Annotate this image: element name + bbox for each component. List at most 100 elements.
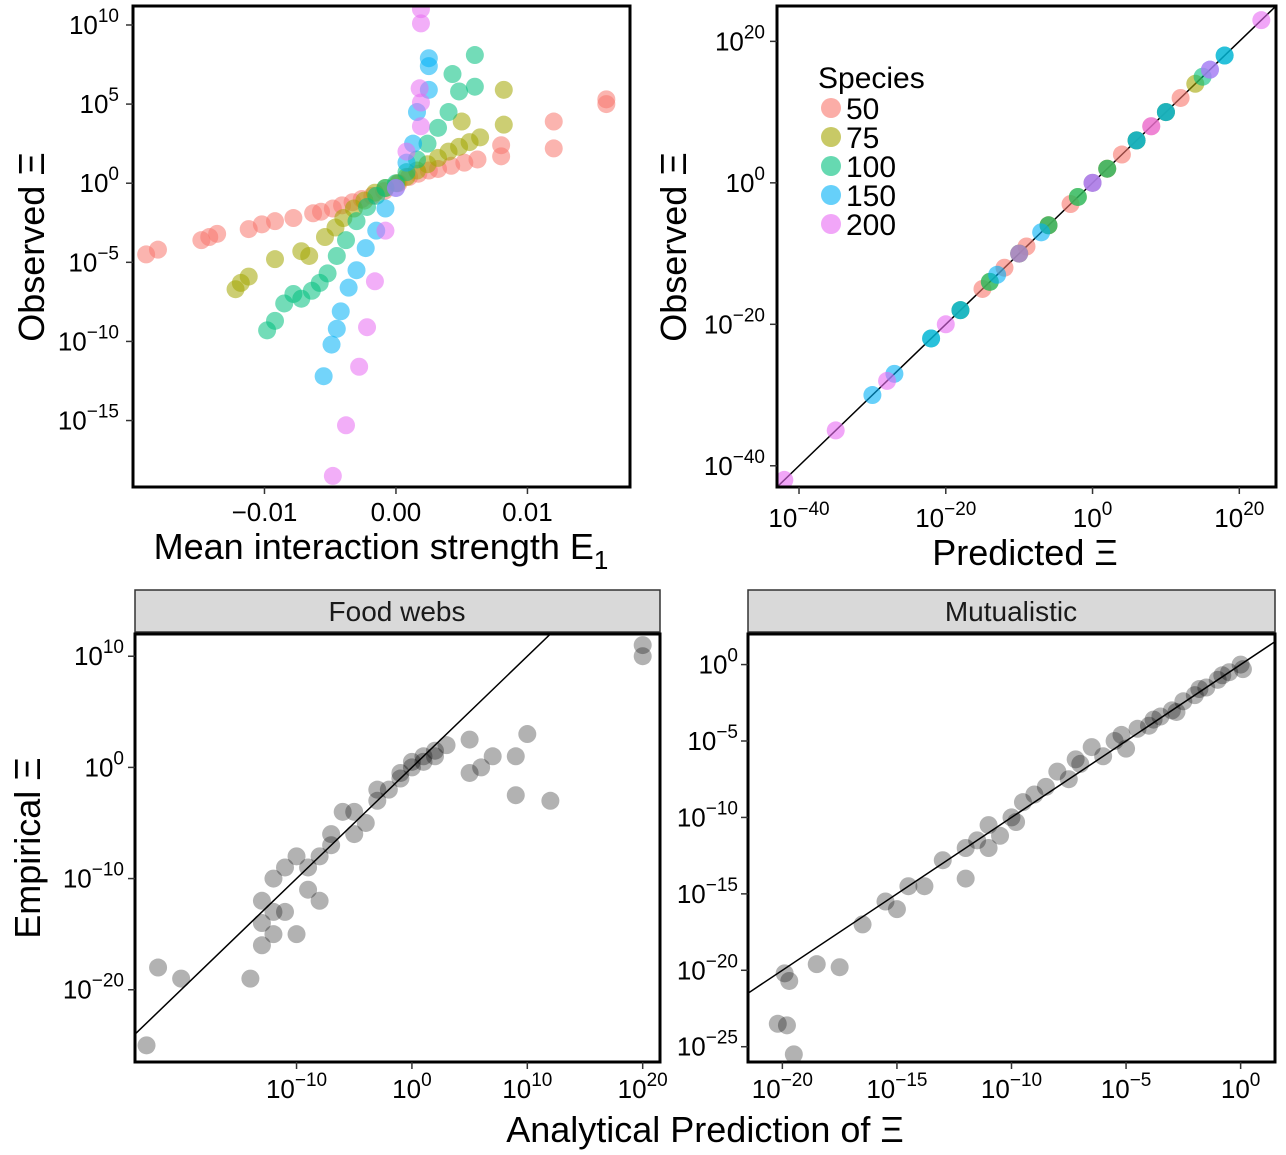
panel-a-point-series-150 (322, 335, 341, 354)
panel-a-point-series-100 (465, 46, 484, 65)
panel-b-point-series-100 (1068, 187, 1087, 206)
panel-a-point-series-100 (465, 77, 484, 96)
panel-c-point (241, 969, 260, 988)
panel-c-point (518, 725, 537, 744)
panel-a-point-series-100 (327, 246, 346, 265)
panel-b-xlabel: Predicted Ξ (932, 532, 1117, 573)
panel-a-point-series-50 (208, 224, 227, 243)
panel-c-strip (134, 589, 661, 633)
panel-c-point (368, 780, 387, 799)
panel-d-x-tick-label: 10−5 (1101, 1070, 1152, 1104)
panel-a-x-tick-label: 0.00 (371, 497, 422, 527)
panel-d-point (1036, 777, 1055, 796)
panel-b-point-series-200 (1142, 117, 1161, 136)
panel-a-ylabel: Observed Ξ (11, 152, 52, 342)
legend-label-75: 75 (846, 122, 879, 155)
panel-c-point (287, 847, 306, 866)
panel-d-point (968, 831, 987, 850)
panel-a-point-series-100 (337, 231, 355, 250)
panel-a-frame (131, 4, 632, 489)
panel-d-point (956, 839, 975, 857)
panel-c-reference-line (135, 634, 551, 1035)
legend-label-150: 150 (846, 180, 896, 213)
panel-d-point (1007, 813, 1026, 832)
panel-c-strip-label: Food webs (329, 596, 466, 627)
panel-a-point-series-200 (376, 221, 395, 240)
panel-b-point-series-200 (878, 371, 897, 390)
panel-a-point-series-200 (350, 357, 369, 376)
panel-b-point-series-150 (863, 386, 882, 405)
panel-d-point (1144, 710, 1163, 729)
legend-swatch-100 (821, 156, 841, 176)
panel-b-point-series-150 (1032, 223, 1051, 242)
panel-c-x-tick-label: 1010 (502, 1070, 552, 1104)
panel-c-point (276, 902, 294, 921)
panel-a-point-series-50 (597, 95, 616, 114)
panel-a-point-series-75 (494, 115, 513, 134)
panel-c-point (252, 936, 271, 955)
panel-b-point-series-200 (936, 315, 955, 334)
panel-a-point-series-100 (347, 212, 366, 231)
panel-c-point (264, 925, 283, 944)
panel-c-point (541, 791, 560, 810)
panel-c-point (483, 747, 502, 766)
panel-c-point (402, 758, 421, 777)
panel-b-point-series-150 (951, 301, 970, 320)
panel-d-y-tick-label: 10−15 (677, 875, 738, 909)
panel-d-point (933, 851, 952, 870)
panel-d-point (915, 877, 934, 896)
panel-b-x-tick-label: 100 (1073, 499, 1113, 533)
panel-b-y-tick-label: 10−20 (704, 305, 765, 339)
panel-d-point (1167, 702, 1186, 721)
panel-a-y-tick-label: 100 (80, 164, 120, 198)
panel-b-point-series-200 (1200, 60, 1219, 79)
panel-d-point (775, 964, 794, 983)
panel-c-y-tick-label: 100 (85, 748, 125, 782)
panel-d-point (1066, 750, 1085, 769)
panel-c-point (252, 891, 271, 910)
panel-c-point (506, 786, 525, 805)
panel-d-point (1220, 663, 1239, 682)
panel-a-point-series-150 (327, 319, 346, 338)
panel-c-point (310, 847, 329, 866)
panel-a-point-series-75 (300, 246, 319, 265)
panel-c-point (391, 763, 410, 782)
panel-c-point (264, 869, 283, 888)
panel-d-point (1233, 660, 1252, 679)
panel-b-point-series-150 (1127, 131, 1146, 150)
panel-d-ticks: 10−20 10−15 10−10 10−5 100 100 10−5 10−10 10−15 1… (677, 646, 1261, 1104)
panel-d-point (1025, 785, 1044, 804)
panel-c-point (391, 769, 410, 788)
panel-b-point-series-200 (1010, 244, 1029, 263)
panel-c-x-tick-label: 1020 (618, 1070, 668, 1104)
panel-c: Food webs 10−10 100 1010 1020101010010−1010… (7, 589, 668, 1104)
panel-c-point (426, 741, 444, 760)
panel-a-point-series-200 (337, 416, 355, 435)
panel-b-ylabel-symbol: Ξ (653, 152, 694, 175)
panel-b-marks (777, 6, 1276, 487)
panel-a-y-tick-label: 10−5 (68, 243, 119, 277)
panel-d-point (777, 1016, 796, 1035)
panel-d-point (1139, 716, 1158, 735)
panel-a-point-series-150 (419, 49, 438, 68)
panel-c-point (322, 836, 341, 855)
panel-d-x-tick-label: 100 (1221, 1070, 1261, 1104)
panel-d-strip (747, 589, 1276, 633)
panel-c-point (633, 647, 652, 666)
panel-a-point-series-100 (443, 65, 462, 84)
panel-a-point-series-50 (492, 136, 511, 155)
panel-b-x-tick-label: 10−40 (768, 499, 829, 533)
panel-d-point (979, 816, 998, 835)
panel-c-point (333, 802, 352, 821)
panel-b-ylabel: Observed Ξ (653, 152, 694, 342)
panel-a-point-series-50 (284, 209, 303, 228)
panel-a-point-series-75 (471, 128, 490, 147)
panel-a-ticks: −0.01 0.00 0.01 1010 105 100 10−5 10−10 10−15 (58, 6, 553, 527)
panel-c-point (345, 825, 364, 844)
panel-c-ylabel: Empirical Ξ (7, 757, 48, 938)
panel-c-point (368, 791, 387, 810)
panel-c-y-tick-label: 1010 (74, 637, 124, 671)
panel-b-frame (775, 4, 1278, 489)
